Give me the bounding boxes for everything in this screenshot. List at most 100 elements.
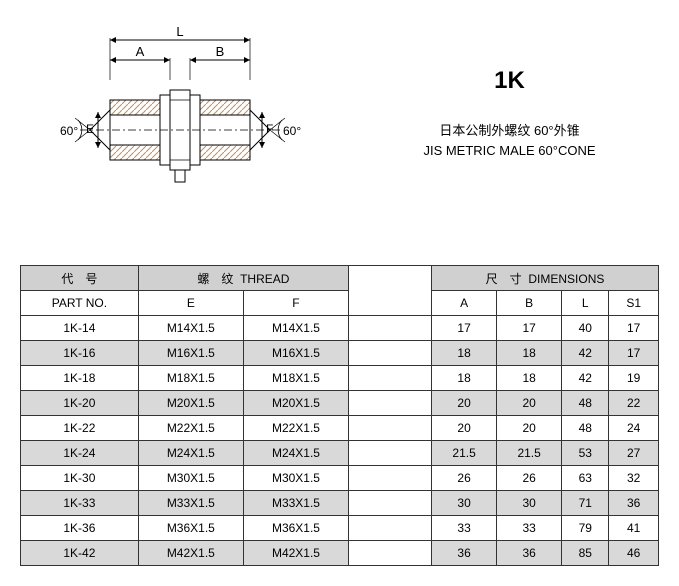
table-row: 1K-36M36X1.5M36X1.533337941 — [21, 516, 659, 541]
cell-l: 42 — [562, 366, 609, 391]
cell-f: M33X1.5 — [243, 491, 348, 516]
cell-pn: 1K-30 — [21, 466, 139, 491]
cell-s1: 36 — [609, 491, 659, 516]
cell-l: 48 — [562, 416, 609, 441]
title-block: 1K 日本公制外螺纹 60°外锥 JIS METRIC MALE 60°CONE — [320, 67, 659, 158]
dim-f-label: F — [266, 122, 273, 136]
gap-column — [349, 266, 432, 316]
cell-a: 26 — [432, 466, 497, 491]
gap-cell — [349, 316, 432, 341]
cell-b: 33 — [497, 516, 562, 541]
cell-pn: 1K-14 — [21, 316, 139, 341]
cell-a: 21.5 — [432, 441, 497, 466]
cell-e: M33X1.5 — [138, 491, 243, 516]
gap-cell — [349, 466, 432, 491]
header-dimensions-group: 尺 寸 DIMENSIONS — [432, 266, 659, 291]
model-code: 1K — [360, 67, 659, 95]
col-f: F — [243, 291, 348, 316]
cell-b: 26 — [497, 466, 562, 491]
cell-a: 30 — [432, 491, 497, 516]
gap-cell — [349, 391, 432, 416]
table-row: 1K-42M42X1.5M42X1.536368546 — [21, 541, 659, 566]
cell-a: 18 — [432, 341, 497, 366]
cell-a: 36 — [432, 541, 497, 566]
cell-b: 20 — [497, 391, 562, 416]
description-english: JIS METRIC MALE 60°CONE — [360, 143, 659, 158]
cell-e: M30X1.5 — [138, 466, 243, 491]
cell-f: M18X1.5 — [243, 366, 348, 391]
cell-b: 30 — [497, 491, 562, 516]
cell-a: 20 — [432, 391, 497, 416]
table-row: 1K-16M16X1.5M16X1.518184217 — [21, 341, 659, 366]
gap-cell — [349, 541, 432, 566]
cell-l: 48 — [562, 391, 609, 416]
gap-cell — [349, 491, 432, 516]
table-row: 1K-14M14X1.5M14X1.517174017 — [21, 316, 659, 341]
cell-a: 33 — [432, 516, 497, 541]
cell-f: M24X1.5 — [243, 441, 348, 466]
cell-l: 40 — [562, 316, 609, 341]
table-row: 1K-33M33X1.5M33X1.530307136 — [21, 491, 659, 516]
cell-pn: 1K-42 — [21, 541, 139, 566]
cell-f: M42X1.5 — [243, 541, 348, 566]
cell-b: 21.5 — [497, 441, 562, 466]
cell-b: 20 — [497, 416, 562, 441]
cell-e: M36X1.5 — [138, 516, 243, 541]
cell-l: 63 — [562, 466, 609, 491]
gap-cell — [349, 441, 432, 466]
header-thread-group: 螺 纹 THREAD — [138, 266, 348, 291]
cell-e: M22X1.5 — [138, 416, 243, 441]
col-e: E — [138, 291, 243, 316]
cell-l: 85 — [562, 541, 609, 566]
cell-l: 42 — [562, 341, 609, 366]
gap-cell — [349, 516, 432, 541]
dim-a-label: A — [136, 44, 145, 59]
description-chinese: 日本公制外螺纹 60°外锥 — [360, 120, 659, 139]
cell-f: M14X1.5 — [243, 316, 348, 341]
cell-b: 18 — [497, 341, 562, 366]
cell-s1: 41 — [609, 516, 659, 541]
gap-cell — [349, 366, 432, 391]
col-s1: S1 — [609, 291, 659, 316]
cell-b: 36 — [497, 541, 562, 566]
table-row: 1K-20M20X1.5M20X1.520204822 — [21, 391, 659, 416]
cell-e: M42X1.5 — [138, 541, 243, 566]
dim-l-label: L — [176, 24, 183, 39]
cell-a: 17 — [432, 316, 497, 341]
cell-pn: 1K-24 — [21, 441, 139, 466]
header-partno-group: 代 号 — [21, 266, 139, 291]
cell-e: M18X1.5 — [138, 366, 243, 391]
cell-s1: 22 — [609, 391, 659, 416]
table-row: 1K-22M22X1.5M22X1.520204824 — [21, 416, 659, 441]
cell-s1: 19 — [609, 366, 659, 391]
cell-s1: 24 — [609, 416, 659, 441]
cell-e: M24X1.5 — [138, 441, 243, 466]
dim-e-label: E — [86, 122, 94, 136]
table-row: 1K-24M24X1.5M24X1.521.521.55327 — [21, 441, 659, 466]
cell-a: 20 — [432, 416, 497, 441]
col-b: B — [497, 291, 562, 316]
cell-e: M14X1.5 — [138, 316, 243, 341]
gap-cell — [349, 341, 432, 366]
cell-l: 71 — [562, 491, 609, 516]
col-a: A — [432, 291, 497, 316]
cell-pn: 1K-36 — [21, 516, 139, 541]
cell-s1: 32 — [609, 466, 659, 491]
cell-l: 79 — [562, 516, 609, 541]
technical-diagram: L A B — [20, 20, 320, 205]
table-row: 1K-18M18X1.5M18X1.518184219 — [21, 366, 659, 391]
cell-e: M20X1.5 — [138, 391, 243, 416]
cell-pn: 1K-16 — [21, 341, 139, 366]
cell-f: M20X1.5 — [243, 391, 348, 416]
cell-f: M36X1.5 — [243, 516, 348, 541]
cell-f: M22X1.5 — [243, 416, 348, 441]
cell-b: 18 — [497, 366, 562, 391]
cell-e: M16X1.5 — [138, 341, 243, 366]
cell-pn: 1K-18 — [21, 366, 139, 391]
col-l: L — [562, 291, 609, 316]
col-partno: PART NO. — [21, 291, 139, 316]
cell-f: M30X1.5 — [243, 466, 348, 491]
cell-pn: 1K-20 — [21, 391, 139, 416]
cell-pn: 1K-22 — [21, 416, 139, 441]
cell-a: 18 — [432, 366, 497, 391]
